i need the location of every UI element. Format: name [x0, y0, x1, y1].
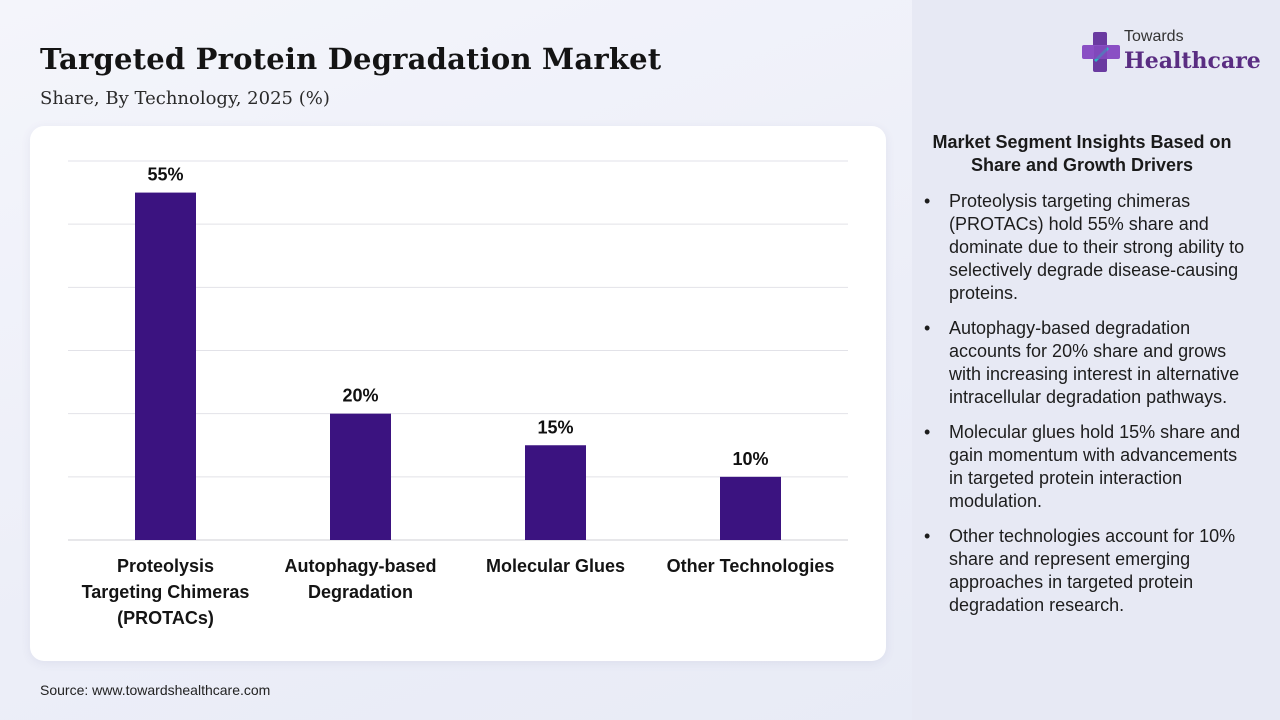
category-label: Targeting Chimeras [82, 582, 250, 602]
bar [135, 192, 196, 540]
bar [525, 445, 586, 540]
page-subtitle: Share, By Technology, 2025 (%) [40, 88, 330, 109]
source-note: Source: www.towardshealthcare.com [40, 682, 271, 698]
data-label: 10% [732, 449, 768, 469]
bar [720, 476, 781, 540]
data-label: 15% [537, 417, 573, 437]
insights-list: Proteolysis targeting chimeras (PROTACs)… [922, 190, 1252, 629]
category-label: Other Technologies [667, 556, 835, 576]
category-label: Degradation [308, 582, 413, 602]
category-label: Autophagy-based [284, 556, 436, 576]
brand-logo: Towards Healthcare [1080, 28, 1261, 78]
logo-text-healthcare: Healthcare [1124, 48, 1261, 74]
bar [330, 413, 391, 540]
page-title: Targeted Protein Degradation Market [40, 42, 662, 76]
category-label: Proteolysis [117, 556, 214, 576]
insight-item-other: Other technologies account for 10% share… [922, 525, 1252, 617]
insights-title: Market Segment Insights Based on Share a… [932, 132, 1232, 175]
data-label: 20% [342, 386, 378, 406]
insight-item-protacs: Proteolysis targeting chimeras (PROTACs)… [922, 190, 1252, 305]
bar-chart: 55% Proteolysis Targeting Chimeras (PROTACs… [68, 160, 848, 628]
chart-card: 55% Proteolysis Targeting Chimeras (PROTACs… [30, 126, 886, 661]
logo-text-towards: Towards [1124, 28, 1184, 45]
category-label: (PROTACs) [117, 608, 214, 628]
category-label: Molecular Glues [486, 556, 625, 576]
cross-plus-icon [1082, 32, 1120, 72]
insight-item-molecular-glues: Molecular glues hold 15% share and gain … [922, 421, 1252, 513]
insight-item-autophagy: Autophagy-based degradation accounts for… [922, 317, 1252, 409]
data-label: 55% [147, 165, 183, 185]
